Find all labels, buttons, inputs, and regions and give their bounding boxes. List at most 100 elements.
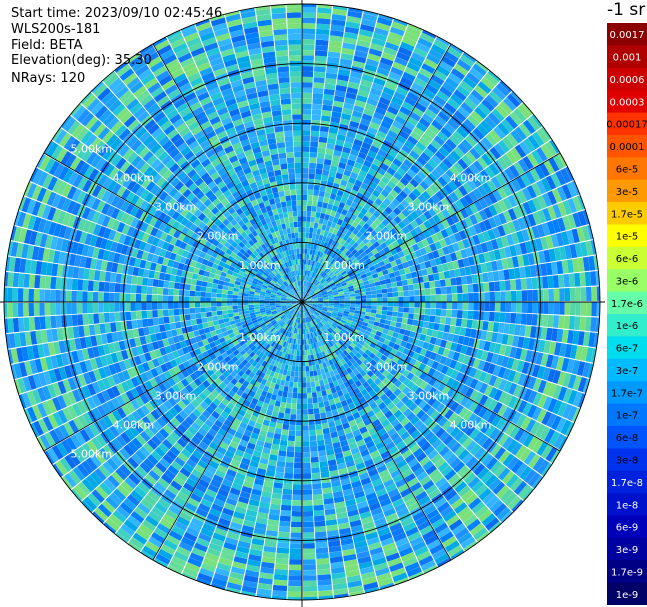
beta-cell — [127, 329, 135, 339]
beta-cell — [322, 362, 327, 369]
beta-cell — [349, 71, 363, 79]
beta-cell — [239, 535, 252, 544]
beta-cell — [128, 473, 141, 486]
beta-cell — [506, 234, 515, 246]
beta-cell — [298, 334, 301, 340]
beta-cell — [318, 190, 325, 197]
beta-cell — [210, 373, 219, 381]
beta-cell — [400, 256, 407, 264]
beta-cell — [212, 397, 221, 407]
beta-cell — [396, 459, 408, 469]
beta-cell — [319, 263, 324, 270]
beta-cell — [216, 310, 223, 316]
beta-cell — [581, 225, 591, 241]
beta-cell — [325, 261, 331, 268]
beta-cell — [196, 318, 203, 325]
beta-cell — [247, 465, 258, 473]
beta-cell — [291, 310, 296, 315]
beta-cell — [234, 550, 249, 560]
beta-cell — [298, 371, 302, 378]
beta-cell — [390, 176, 400, 185]
beta-cell — [286, 451, 295, 458]
beta-cell — [302, 162, 309, 169]
beta-cell — [148, 326, 156, 335]
beta-cell — [392, 311, 398, 317]
beta-cell — [545, 235, 554, 249]
beta-cell — [395, 400, 405, 410]
beta-cell — [137, 364, 146, 374]
beta-cell — [461, 138, 473, 151]
beta-cell — [360, 388, 369, 397]
beta-cell — [436, 557, 451, 567]
beta-cell — [338, 434, 347, 442]
beta-cell — [382, 542, 397, 552]
beta-cell — [334, 262, 340, 268]
beta-cell — [302, 135, 311, 142]
beta-cell — [305, 305, 310, 311]
beta-cell — [312, 249, 316, 256]
beta-cell — [396, 181, 406, 191]
beta-cell — [266, 524, 279, 532]
beta-cell — [32, 404, 43, 420]
beta-cell — [302, 23, 316, 29]
beta-cell — [529, 167, 541, 182]
beta-cell — [215, 328, 222, 335]
beta-cell — [400, 234, 409, 243]
beta-cell — [483, 207, 493, 219]
beta-cell — [193, 330, 200, 337]
beta-cell — [315, 262, 320, 268]
beta-cell — [431, 424, 442, 435]
beta-cell — [442, 434, 454, 446]
beta-cell — [328, 421, 336, 428]
beta-cell — [488, 399, 498, 412]
beta-cell — [310, 292, 316, 297]
beta-cell — [501, 470, 515, 485]
beta-cell — [243, 399, 251, 408]
beta-cell — [343, 204, 351, 212]
beta-cell — [292, 303, 298, 307]
beta-cell — [198, 374, 207, 383]
beta-cell — [428, 468, 441, 480]
beta-cell — [423, 365, 431, 374]
beta-cell — [371, 338, 379, 345]
beta-cell — [150, 367, 159, 378]
beta-cell — [378, 446, 388, 455]
beta-cell — [317, 297, 324, 300]
beta-cell — [493, 464, 507, 478]
beta-cell — [411, 188, 422, 198]
beta-cell — [319, 328, 325, 334]
beta-cell — [440, 309, 447, 317]
beta-cell — [527, 404, 538, 419]
beta-cell — [527, 199, 537, 213]
beta-cell — [469, 443, 482, 456]
beta-cell — [572, 212, 582, 228]
beta-cell — [339, 295, 345, 298]
beta-cell — [327, 335, 333, 341]
beta-cell — [113, 488, 127, 502]
beta-cell — [417, 255, 425, 264]
beta-cell — [439, 238, 447, 248]
beta-cell — [294, 311, 298, 317]
beta-cell — [291, 302, 297, 305]
beta-cell — [349, 371, 356, 379]
beta-cell — [357, 349, 365, 356]
beta-cell — [270, 503, 281, 510]
beta-cell — [149, 388, 159, 399]
beta-cell — [319, 287, 326, 292]
beta-cell — [260, 407, 268, 415]
beta-cell — [251, 328, 258, 335]
beta-cell — [332, 330, 338, 336]
beta-cell — [311, 119, 321, 126]
beta-cell — [418, 204, 428, 214]
beta-cell — [566, 182, 577, 198]
beta-cell — [287, 596, 302, 600]
beta-cell — [302, 291, 304, 297]
beta-cell — [98, 418, 109, 431]
beta-cell — [521, 102, 533, 116]
beta-cell — [337, 275, 344, 281]
beta-cell — [49, 429, 61, 445]
beta-cell — [419, 371, 428, 381]
beta-cell — [351, 110, 363, 119]
beta-cell — [339, 302, 345, 305]
beta-cell — [87, 493, 101, 507]
